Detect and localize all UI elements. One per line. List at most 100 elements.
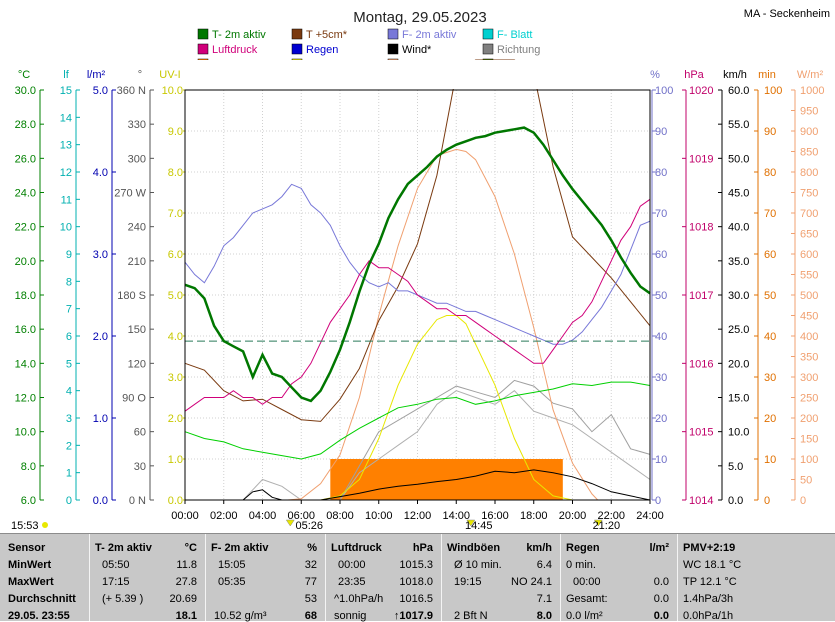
press-trend: ^1.0hPa/h (334, 593, 384, 605)
hum-tick-label: 60 (655, 249, 667, 261)
press-tick-label: 1017 (689, 290, 713, 302)
hum-header: F- 2m aktiv (211, 542, 269, 554)
sunset-time-marker (593, 519, 603, 527)
x-tick-label: 16:00 (481, 510, 509, 522)
legend-label: Wind* (402, 44, 432, 56)
wind-axis-unit: km/h (723, 69, 747, 81)
wind-day-avg: 7.1 (536, 593, 552, 605)
station-name: MA - Seckenheim (744, 8, 830, 20)
dir-tick-label: 300 (128, 153, 146, 165)
series-windb-en (185, 390, 651, 501)
sunmin-tick-label: 0 (764, 495, 770, 507)
legend-label: T +5cm* (306, 29, 348, 41)
solar-noon-time: 14:45 (465, 520, 493, 532)
series-t-5cm- (184, 59, 651, 422)
x-tick-label: 14:00 (442, 510, 470, 522)
hum-tick-label: 100 (655, 85, 673, 97)
row-max-label: MaxWert (8, 576, 54, 588)
uv-axis-unit: UV-I (159, 69, 180, 81)
wind-max-value: NO 24.1 (511, 576, 552, 588)
rain-total-value: 0.0 (653, 593, 669, 605)
press-unit: hPa (412, 542, 433, 554)
x-tick-label: 20:00 (559, 510, 587, 522)
solar-tick-label: 600 (800, 249, 818, 261)
solar-tick-label: 300 (800, 372, 818, 384)
uv-tick-label: 8.0 (168, 167, 183, 179)
sunmin-tick-label: 80 (764, 167, 776, 179)
temp-tick-label: 28.0 (15, 119, 36, 131)
sensor-header: Sensor (8, 542, 46, 554)
wind-tick-label: 55.0 (728, 119, 749, 131)
uv-tick-label: 4.0 (168, 331, 183, 343)
solar-tick-label: 1000 (800, 85, 824, 97)
leaf-tick-label: 11 (61, 194, 72, 206)
temp-min-time: 05:50 (102, 559, 130, 571)
chart-title: Montag, 29.05.2023 (353, 9, 486, 26)
x-tick-label: 24:00 (636, 510, 664, 522)
wind-avg-value: 6.4 (536, 559, 552, 571)
press-header: Luftdruck (331, 542, 382, 554)
solar-tick-label: 250 (800, 393, 818, 405)
sunmin-tick-label: 20 (764, 413, 776, 425)
dir-tick-label: 90 O (122, 393, 146, 405)
solar-tick-label: 800 (800, 167, 818, 179)
hum-axis-unit: % (650, 69, 660, 81)
sunmin-tick-label: 60 (764, 249, 776, 261)
temp-tick-label: 10.0 (15, 427, 36, 439)
temp-axis-unit: °C (18, 69, 30, 81)
legend-swatch (291, 28, 303, 40)
wind-tick-label: 50.0 (728, 153, 749, 165)
weather-chart: Montag, 29.05.2023 MA - Seckenheim T- 2m… (11, 8, 830, 532)
temp-tick-label: 22.0 (15, 222, 36, 234)
press-tick-label: 1016 (689, 358, 713, 370)
current-time: 15:53 (11, 520, 39, 532)
solar-tick-label: 150 (800, 434, 818, 446)
sunmin-tick-label: 70 (764, 208, 776, 220)
uv-tick-label: 0.0 (168, 495, 183, 507)
wind-current-value: 8.0 (536, 610, 552, 622)
temp-tick-label: 12.0 (15, 393, 36, 405)
dir-tick-label: 240 (128, 222, 146, 234)
x-axis: 00:00 02:00 04:00 06:00 08:00 10:00 12:00 14:00… (11, 500, 664, 532)
pmv-windchill: WC 18.1 °C (683, 559, 742, 571)
leaf-tick-label: 14 (60, 112, 72, 124)
temp-tick-label: 8.0 (21, 461, 36, 473)
legend-label: F- Blatt (497, 29, 532, 41)
press-max-value: 1018.0 (399, 576, 433, 588)
dir-tick-label: 270 W (114, 188, 146, 200)
solar-noon-time-marker (466, 519, 476, 527)
legend-swatch (387, 28, 399, 40)
temp-tick-label: 6.0 (21, 495, 36, 507)
col-pmv: PMV+2:19 WC 18.1 °C TP 12.1 °C 1.4hPa/3h… (678, 534, 835, 622)
row-min-label: MinWert (8, 559, 52, 571)
solar-tick-label: 200 (800, 413, 818, 425)
press-forecast: sonnig (334, 610, 367, 622)
temp-min-value: 11.8 (176, 559, 197, 571)
temp-max-value: 27.8 (175, 576, 197, 588)
legend-label: Regen (306, 44, 338, 56)
uv-tick-label: 9.0 (168, 126, 183, 138)
rain-max-time: 00:00 (573, 576, 601, 588)
temp-header: T- 2m aktiv (95, 542, 152, 554)
press-avg-value: 1016.5 (399, 593, 433, 605)
pmv-dewpoint: TP 12.1 °C (683, 576, 737, 588)
hum-max-value: 77 (304, 576, 317, 588)
series-taupunkt (184, 381, 651, 460)
x-tick-label: 04:00 (249, 510, 277, 522)
solar-tick-label: 350 (800, 352, 818, 364)
wind-tick-label: 25.0 (728, 324, 749, 336)
wind-unit: km/h (526, 542, 552, 554)
temp-tick-label: 16.0 (15, 324, 36, 336)
hum-tick-label: 40 (655, 331, 667, 343)
solar-tick-label: 850 (800, 147, 818, 159)
row-current-label: 29.05. 23:55 (8, 610, 70, 622)
x-tick-label: 00:00 (171, 510, 199, 522)
rain-tick-label: 0.0 (93, 495, 108, 507)
temp-current-value: 18.1 (175, 610, 197, 622)
hum-tick-label: 80 (655, 167, 667, 179)
hum-tick-label: 90 (655, 126, 667, 138)
x-tick-label: 12:00 (404, 510, 432, 522)
rain-tick-label: 2.0 (93, 331, 108, 343)
press-tick-label: 1018 (689, 222, 713, 234)
hum-min-value: 32 (304, 559, 317, 571)
